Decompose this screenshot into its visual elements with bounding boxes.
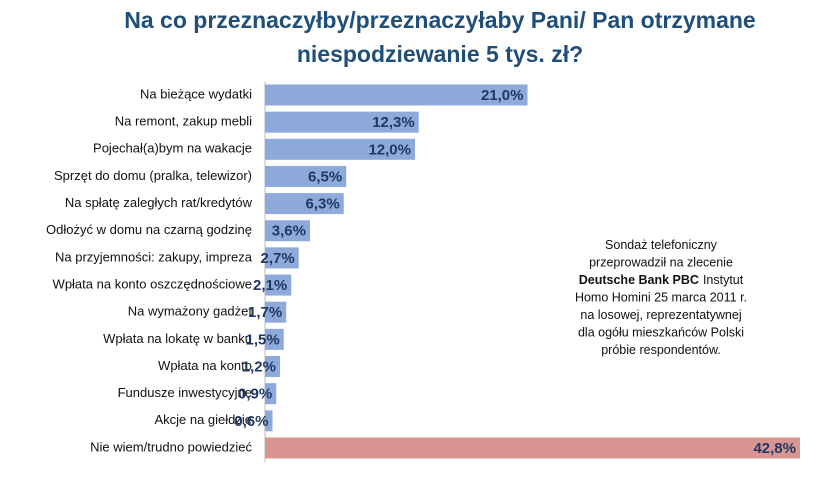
bar <box>265 84 528 106</box>
bar <box>265 274 292 296</box>
annotation-text: dla ogółu mieszkańców Polski <box>578 326 744 340</box>
category-label: Akcje na giełdzie <box>154 412 252 427</box>
value-label: 21,0% <box>481 87 524 104</box>
category-label: Fundusze inwestycyjne <box>118 385 252 400</box>
category-label: Odłożyć w domu na czarną godzinę <box>46 222 252 237</box>
bar <box>265 165 347 187</box>
chart-title: niespodziewanie 5 tys. zł? <box>297 41 583 67</box>
value-label: 1,7% <box>248 304 282 321</box>
annotation-text: na losowej, reprezentatywnej <box>580 308 741 322</box>
annotation-line: Sondaż telefoniczny <box>605 238 718 252</box>
category-label: Na bieżące wydatki <box>140 86 252 101</box>
value-label: 3,6% <box>272 223 306 240</box>
category-label: Pojechał(a)bym na wakacje <box>93 141 252 156</box>
value-label: 1,2% <box>242 358 276 375</box>
value-label: 2,1% <box>253 277 287 294</box>
value-label: 0,6% <box>234 413 268 430</box>
category-label: Na spłatę zaległych rat/kredytów <box>65 195 253 210</box>
bar <box>265 193 344 215</box>
category-label: Wpłata na lokatę w banku <box>103 331 252 346</box>
category-label: Na przyjemności: zakupy, impreza <box>55 249 253 264</box>
bar <box>265 437 800 459</box>
bar <box>265 247 299 269</box>
value-label: 6,5% <box>308 168 342 185</box>
value-label: 12,3% <box>372 114 415 131</box>
bar <box>265 111 419 133</box>
annotation-text: próbie respondentów. <box>601 343 721 357</box>
category-label: Na wymażony gadżet <box>128 304 253 319</box>
bar <box>265 383 277 405</box>
annotation-text: Sondaż telefoniczny <box>605 238 718 252</box>
annotation-line: próbie respondentów. <box>601 343 721 357</box>
annotation-text: Instytut <box>703 273 744 287</box>
category-label: Wpłata na konto <box>158 358 252 373</box>
chart-title: Na co przeznaczyłby/przeznaczyłaby Pani/… <box>124 7 755 33</box>
annotation-line: Homo Homini 25 marca 2011 r. <box>575 291 747 305</box>
value-label: 1,5% <box>246 331 280 348</box>
category-label: Wpłata na konto oszczędnościowe <box>53 276 252 291</box>
bar <box>265 138 415 160</box>
bar <box>265 356 280 377</box>
value-label: 42,8% <box>753 440 796 457</box>
annotation-line: dla ogółu mieszkańców Polski <box>578 326 744 340</box>
annotation-line: na losowej, reprezentatywnej <box>580 308 741 322</box>
value-label: 0,9% <box>238 386 272 403</box>
annotation-text: przeprowadził na zlecenie <box>589 256 733 270</box>
bar <box>265 410 273 432</box>
annotation-line: Deutsche Bank PBC Instytut <box>579 273 744 287</box>
value-label: 2,7% <box>261 250 295 267</box>
annotation-line: przeprowadził na zlecenie <box>589 256 733 270</box>
annotation-text: Homo Homini 25 marca 2011 r. <box>575 291 747 305</box>
annotation-text: Deutsche Bank PBC <box>579 273 699 287</box>
category-label: Sprzęt do domu (pralka, telewizor) <box>54 168 252 183</box>
bar <box>265 220 310 242</box>
value-label: 12,0% <box>368 141 411 158</box>
category-label: Na remont, zakup mebli <box>115 114 252 129</box>
bar <box>265 328 284 350</box>
bar <box>265 301 287 323</box>
value-label: 6,3% <box>306 196 340 213</box>
category-label: Nie wiem/trudno powiedzieć <box>90 439 252 454</box>
